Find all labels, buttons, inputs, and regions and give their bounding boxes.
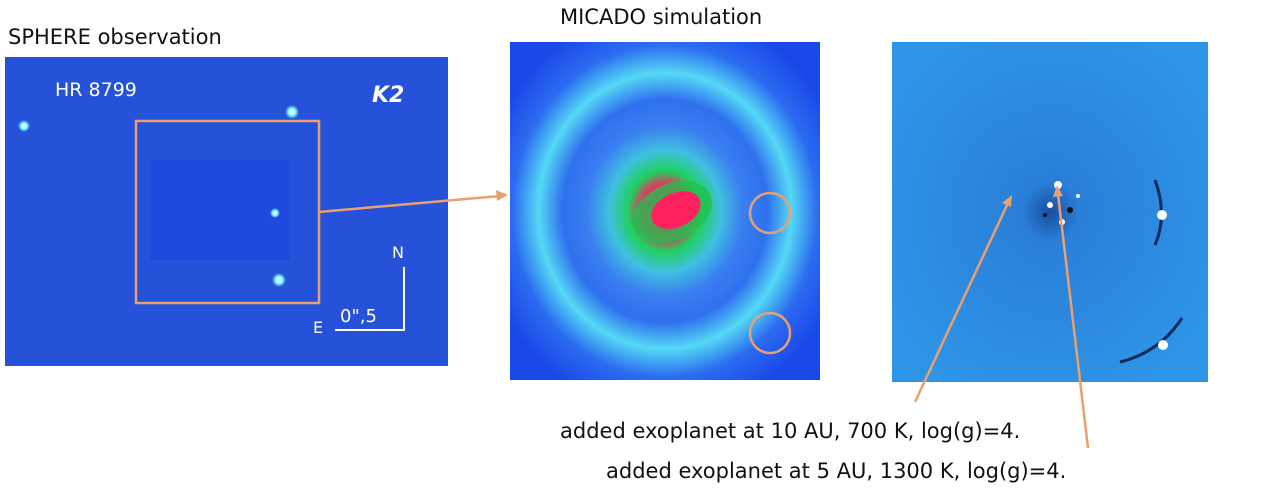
north-label: N [392, 243, 404, 262]
core [651, 191, 701, 229]
planet [1157, 210, 1167, 220]
compass [335, 267, 405, 331]
arc [1119, 317, 1184, 364]
annotation: added exoplanet at 5 AU, 1300 K, log(g)=… [606, 459, 1066, 483]
arrow [1056, 193, 1090, 449]
arrow [318, 194, 501, 214]
planet-circle [748, 311, 792, 355]
planet [270, 208, 280, 218]
target-label: HR 8799 [55, 79, 137, 101]
planet [285, 105, 299, 119]
arrow-head [1002, 195, 1012, 207]
panel-title: SPHERE observation [8, 25, 222, 49]
planet [1158, 340, 1168, 350]
arrow-head [496, 190, 508, 201]
arrow-head [1053, 185, 1063, 197]
east-label: E [313, 318, 323, 337]
scale-label: 0",5 [340, 306, 377, 327]
planet-circle [748, 191, 792, 235]
planet [272, 273, 286, 287]
masked-region [150, 160, 290, 260]
planet [18, 120, 30, 132]
band-label: K2 [372, 83, 404, 108]
annotation: added exoplanet at 10 AU, 700 K, log(g)=… [560, 419, 1020, 443]
arrow [913, 202, 1010, 403]
panel-title: MICADO simulation [560, 5, 762, 29]
residual-image [892, 42, 1208, 382]
